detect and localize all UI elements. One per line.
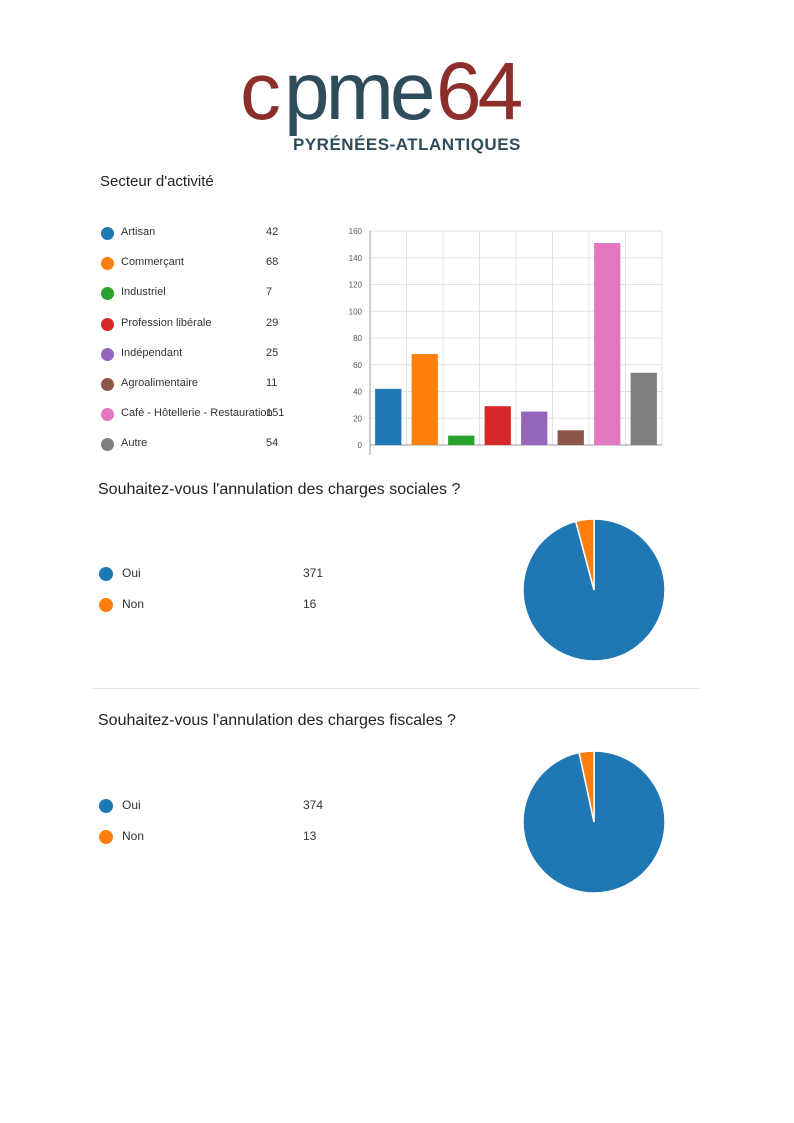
bar <box>521 411 548 445</box>
cpme64-logo: c pme 64 PYRÉNÉES-ATLANTIQUES <box>240 46 560 162</box>
legend-label: Profession libérale <box>121 316 212 329</box>
y-tick-label: 140 <box>349 254 363 263</box>
y-tick-label: 60 <box>353 361 362 370</box>
legend-swatch <box>101 317 114 331</box>
y-tick-label: 20 <box>353 414 362 423</box>
section-divider <box>92 688 700 689</box>
y-tick-label: 0 <box>358 441 363 450</box>
sector-bar-chart: 0 20 40 60 80 100 120 140 160 <box>349 227 663 455</box>
legend-value: 16 <box>303 597 317 611</box>
y-tick-label: 100 <box>349 307 363 316</box>
legend-label: Oui <box>122 566 141 580</box>
legend-swatch <box>101 347 114 361</box>
legend-swatch <box>99 799 113 813</box>
social-charges-legend: Oui 371 Non 16 <box>99 566 339 616</box>
bar <box>484 406 511 445</box>
legend-label: Artisan <box>121 226 156 238</box>
fiscal-charges-legend: Oui 374 Non 13 <box>99 798 339 848</box>
legend-value: 11 <box>266 377 278 389</box>
legend-value: 25 <box>266 346 279 359</box>
legend-swatch <box>99 567 113 581</box>
bar <box>557 430 584 445</box>
legend-swatch <box>101 287 114 301</box>
bar <box>594 243 621 445</box>
legend-label: Oui <box>122 798 141 812</box>
pie-slice <box>574 518 595 591</box>
bar <box>375 388 402 445</box>
legend-label: Autre <box>121 437 148 450</box>
legend-swatch <box>99 830 113 844</box>
legend-label: Café - Hôtellerie - Restauration <box>121 407 273 420</box>
y-tick-label: 160 <box>349 227 363 236</box>
legend-value: 13 <box>303 829 317 843</box>
bar <box>411 354 438 445</box>
legend-value: 42 <box>266 226 279 238</box>
y-tick-label: 80 <box>353 334 362 343</box>
legend-swatch <box>99 598 113 612</box>
legend-value: 54 <box>266 437 279 450</box>
y-tick-label: 120 <box>349 281 363 290</box>
legend-swatch <box>101 438 114 452</box>
legend-swatch <box>101 408 114 422</box>
logo-letters-pme: pme <box>284 46 436 137</box>
legend-value: 68 <box>266 256 279 269</box>
social-charges-title: Souhaitez-vous l'annulation des charges … <box>98 481 461 498</box>
legend-label: Non <box>122 597 145 611</box>
legend-swatch <box>101 378 114 391</box>
legend-swatch <box>101 227 114 240</box>
social-charges-pie <box>522 518 666 662</box>
legend-label: Non <box>122 829 145 843</box>
logo-letter-c: c <box>240 46 281 137</box>
pie-slice <box>578 750 595 823</box>
sector-chart-title: Secteur d'activité <box>100 173 214 190</box>
legend-label: Indépendant <box>121 346 183 359</box>
legend-value: 7 <box>266 286 273 299</box>
legend-label: Industriel <box>121 286 166 299</box>
sector-legend: Artisan 42 Commerçant 68 Industriel 7 Professi… <box>101 226 301 456</box>
bar <box>630 372 657 445</box>
fiscal-charges-pie <box>522 750 666 894</box>
bar <box>448 435 475 445</box>
fiscal-charges-title: Souhaitez-vous l'annulation des charges … <box>98 712 456 729</box>
legend-value: 371 <box>303 566 324 580</box>
legend-label: Agroalimentaire <box>121 377 199 389</box>
legend-swatch <box>101 257 114 271</box>
logo-subtitle: PYRÉNÉES-ATLANTIQUES <box>293 135 521 154</box>
logo-number-64: 64 <box>436 46 523 137</box>
legend-value: 151 <box>266 407 285 420</box>
y-tick-label: 40 <box>353 388 362 397</box>
legend-label: Commerçant <box>121 256 184 269</box>
legend-value: 374 <box>303 798 324 812</box>
legend-value: 29 <box>266 316 279 329</box>
